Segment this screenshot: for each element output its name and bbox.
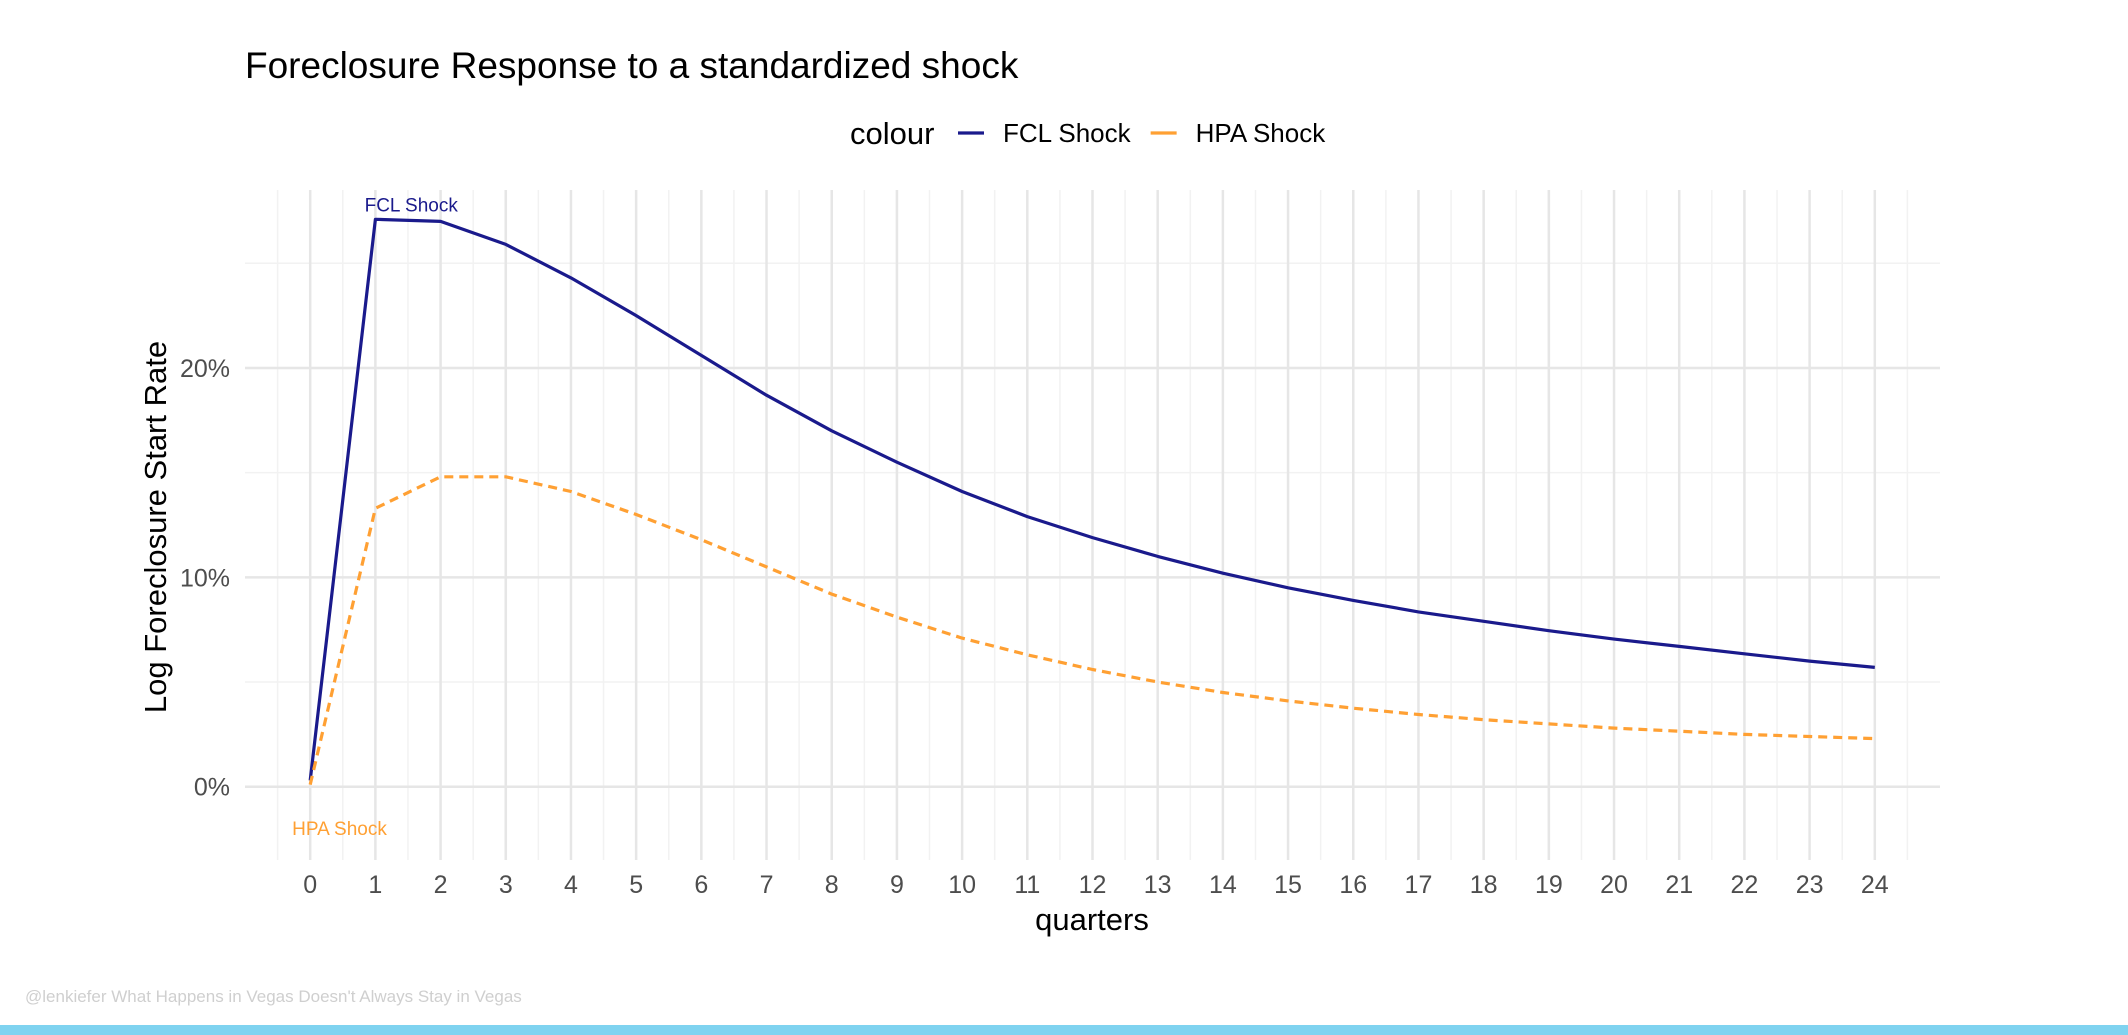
caption: @lenkiefer What Happens in Vegas Doesn't…	[25, 987, 522, 1006]
x-tick-label: 22	[1731, 871, 1759, 899]
annotation-hpa: HPA Shock	[292, 819, 387, 840]
x-tick-label: 21	[1665, 871, 1693, 899]
x-tick-label: 19	[1535, 871, 1563, 899]
legend-label-fcl: FCL Shock	[1003, 118, 1132, 148]
x-tick-label: 1	[368, 871, 382, 899]
x-axis-title: quarters	[1035, 902, 1149, 937]
x-tick-label: 24	[1861, 871, 1889, 899]
x-tick-label: 9	[890, 871, 904, 899]
annotations: FCL Shock HPA Shock	[292, 195, 458, 840]
y-axis-title: Log Foreclosure Start Rate	[138, 341, 173, 713]
legend-title: colour	[850, 116, 934, 151]
x-tick-label: 3	[499, 871, 513, 899]
bottom-accent-bar	[0, 1025, 2128, 1035]
grid-major	[245, 190, 1940, 860]
series-lines	[308, 217, 1875, 785]
x-tick-label: 6	[694, 871, 708, 899]
x-tick-label: 23	[1796, 871, 1824, 899]
x-tick-label: 17	[1405, 871, 1433, 899]
x-tick-label: 14	[1209, 871, 1237, 899]
chart-title: Foreclosure Response to a standardized s…	[245, 45, 1019, 86]
x-tick-label: 12	[1079, 871, 1107, 899]
x-tick-label: 18	[1470, 871, 1498, 899]
x-tick-label: 10	[948, 871, 976, 899]
x-tick-label: 2	[434, 871, 448, 899]
x-tick-label: 13	[1144, 871, 1172, 899]
y-tick-label: 0%	[194, 774, 230, 802]
x-tick-label: 5	[629, 871, 643, 899]
y-tick-label: 10%	[180, 564, 230, 592]
y-axis-ticks: 0% 10% 20%	[180, 355, 230, 802]
legend: colour FCL Shock HPA Shock	[850, 116, 1326, 151]
x-tick-label: 11	[1014, 871, 1040, 899]
x-axis-ticks: 0 1 2 3 4 5 6 7 8 9 10 11 12 13 14 15 16 17 18 19 20 21 22 23 24	[303, 871, 1889, 899]
x-tick-label: 8	[825, 871, 839, 899]
x-tick-label: 15	[1274, 871, 1302, 899]
annotation-fcl: FCL Shock	[365, 195, 459, 216]
x-tick-label: 0	[303, 871, 317, 899]
series-line-hpa	[308, 475, 1875, 785]
x-tick-label: 7	[760, 871, 774, 899]
y-tick-label: 20%	[180, 355, 230, 383]
x-tick-label: 16	[1339, 871, 1367, 899]
legend-label-hpa: HPA Shock	[1196, 118, 1327, 148]
x-tick-label: 4	[564, 871, 578, 899]
series-line-fcl	[308, 217, 1875, 781]
x-tick-label: 20	[1600, 871, 1628, 899]
